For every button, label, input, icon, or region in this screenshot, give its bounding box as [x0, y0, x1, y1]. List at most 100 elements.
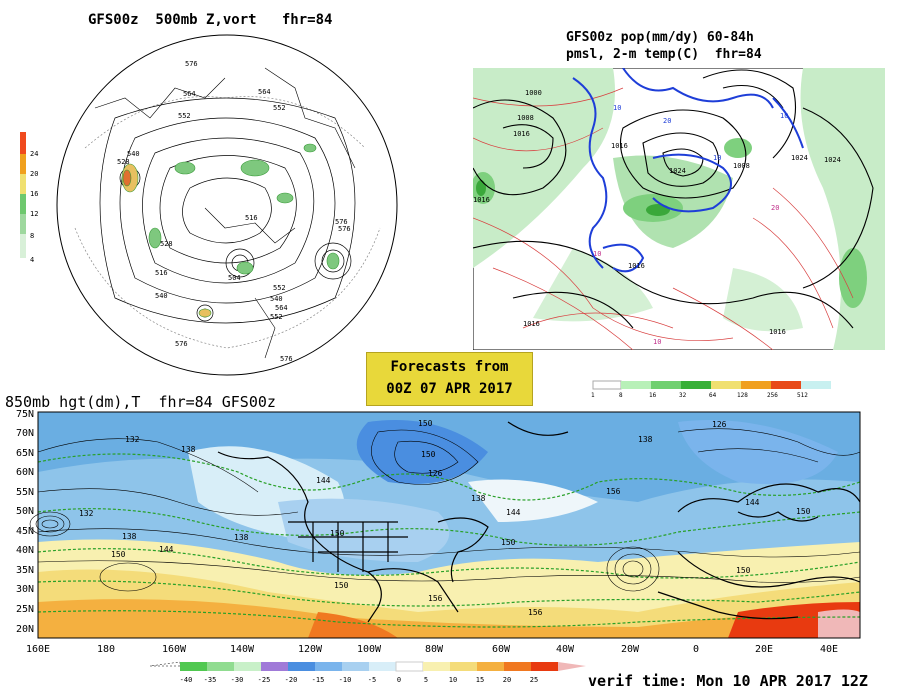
svg-text:576: 576: [280, 355, 293, 363]
svg-text:138: 138: [471, 494, 486, 503]
polar-500mb-map: 576 564 552 540 528 516 552 564 576 576 …: [56, 34, 398, 376]
svg-text:1016: 1016: [769, 328, 786, 336]
svg-text:12: 12: [30, 210, 38, 218]
svg-text:-20: -20: [285, 676, 298, 684]
svg-text:60N: 60N: [16, 467, 34, 478]
svg-text:140W: 140W: [230, 644, 255, 655]
svg-text:256: 256: [767, 392, 778, 399]
svg-text:156: 156: [528, 608, 543, 617]
svg-text:25N: 25N: [16, 604, 34, 615]
svg-text:65N: 65N: [16, 448, 34, 459]
svg-text:0: 0: [397, 676, 401, 684]
svg-text:576: 576: [335, 218, 348, 226]
svg-text:1016: 1016: [523, 320, 540, 328]
svg-text:180: 180: [97, 644, 115, 655]
svg-text:552: 552: [273, 104, 286, 112]
svg-text:10: 10: [593, 250, 601, 258]
svg-text:70N: 70N: [16, 428, 34, 439]
svg-text:1: 1: [591, 392, 595, 399]
svg-text:20: 20: [771, 204, 779, 212]
svg-text:10: 10: [713, 154, 721, 162]
svg-text:156: 156: [428, 594, 443, 603]
svg-text:16: 16: [649, 392, 657, 399]
svg-text:128: 128: [737, 392, 748, 399]
svg-text:1008: 1008: [517, 114, 534, 122]
forecast-label: Forecasts from: [390, 359, 509, 375]
svg-text:40N: 40N: [16, 545, 34, 556]
svg-text:30N: 30N: [16, 584, 34, 595]
svg-text:552: 552: [178, 112, 191, 120]
svg-text:552: 552: [270, 313, 283, 321]
svg-text:150: 150: [501, 538, 516, 547]
svg-text:512: 512: [797, 392, 808, 399]
svg-text:144: 144: [159, 545, 174, 554]
svg-text:15: 15: [476, 676, 484, 684]
svg-text:1024: 1024: [669, 167, 686, 175]
svg-text:75N: 75N: [16, 409, 34, 420]
svg-text:144: 144: [316, 476, 331, 485]
svg-text:-30: -30: [231, 676, 244, 684]
svg-text:1000: 1000: [525, 89, 542, 97]
svg-text:20: 20: [503, 676, 511, 684]
svg-text:126: 126: [428, 469, 443, 478]
svg-text:20W: 20W: [621, 644, 640, 655]
svg-text:150: 150: [796, 507, 811, 516]
svg-text:25: 25: [530, 676, 538, 684]
svg-text:5: 5: [424, 676, 428, 684]
svg-text:150: 150: [334, 581, 349, 590]
forecast-date: 00Z 07 APR 2017: [386, 381, 513, 397]
svg-text:540: 540: [270, 295, 283, 303]
svg-text:576: 576: [338, 225, 351, 233]
svg-text:40E: 40E: [820, 644, 838, 655]
svg-text:144: 144: [745, 498, 760, 507]
svg-text:-35: -35: [204, 676, 217, 684]
svg-text:540: 540: [155, 292, 168, 300]
svg-text:150: 150: [736, 566, 751, 575]
forecast-init-box: Forecasts from 00Z 07 APR 2017: [366, 352, 533, 406]
svg-text:10: 10: [653, 338, 661, 346]
svg-text:40W: 40W: [556, 644, 575, 655]
temperature-scale: -40 -35 -30 -25 -20 -15 -10 -5 0 5 10 15…: [150, 661, 586, 684]
svg-text:24: 24: [30, 150, 38, 158]
main-850mb-map: 75N 70N 65N 60N 55N 50N 45N 40N 35N 30N …: [16, 409, 861, 655]
svg-text:516: 516: [245, 214, 258, 222]
svg-text:20N: 20N: [16, 624, 34, 635]
svg-text:156: 156: [606, 487, 621, 496]
svg-text:1024: 1024: [791, 154, 808, 162]
svg-text:-15: -15: [312, 676, 325, 684]
precip-scale: 1 8 16 32 64 128 256 512: [591, 380, 831, 399]
svg-text:564: 564: [275, 304, 288, 312]
svg-text:144: 144: [506, 508, 521, 517]
svg-text:20: 20: [663, 117, 671, 125]
svg-text:0: 0: [693, 644, 699, 655]
svg-text:20E: 20E: [755, 644, 773, 655]
svg-text:138: 138: [181, 445, 196, 454]
svg-text:8: 8: [30, 232, 34, 240]
svg-text:45N: 45N: [16, 526, 34, 537]
svg-text:528: 528: [117, 158, 130, 166]
svg-text:16: 16: [30, 190, 38, 198]
polar-panel-title: GFS00z 500mb Z,vort fhr=84: [88, 12, 333, 28]
verification-time: verif time: Mon 10 APR 2017 12Z: [588, 672, 868, 690]
svg-text:80W: 80W: [425, 644, 444, 655]
precip-panel-title-2: pmsl, 2-m temp(C) fhr=84: [566, 47, 762, 62]
svg-text:1016: 1016: [473, 196, 490, 204]
svg-text:1016: 1016: [611, 142, 628, 150]
svg-text:64: 64: [709, 392, 717, 399]
svg-text:10: 10: [449, 676, 457, 684]
svg-text:150: 150: [330, 529, 345, 538]
svg-text:60W: 60W: [492, 644, 511, 655]
svg-text:120W: 120W: [298, 644, 323, 655]
svg-text:20: 20: [30, 170, 38, 178]
svg-text:150: 150: [111, 550, 126, 559]
svg-text:132: 132: [125, 435, 140, 444]
svg-text:-10: -10: [339, 676, 352, 684]
svg-text:564: 564: [183, 90, 196, 98]
svg-text:100W: 100W: [357, 644, 382, 655]
precip-panel-title-1: GFS00z pop(mm/dy) 60-84h: [566, 30, 754, 45]
svg-text:32: 32: [679, 392, 687, 399]
svg-text:564: 564: [258, 88, 271, 96]
svg-text:-25: -25: [258, 676, 271, 684]
svg-text:-5: -5: [368, 676, 376, 684]
precip-pmsl-map: 1000 1008 1016 1024 1016 1008 1016 1024 …: [473, 68, 885, 350]
